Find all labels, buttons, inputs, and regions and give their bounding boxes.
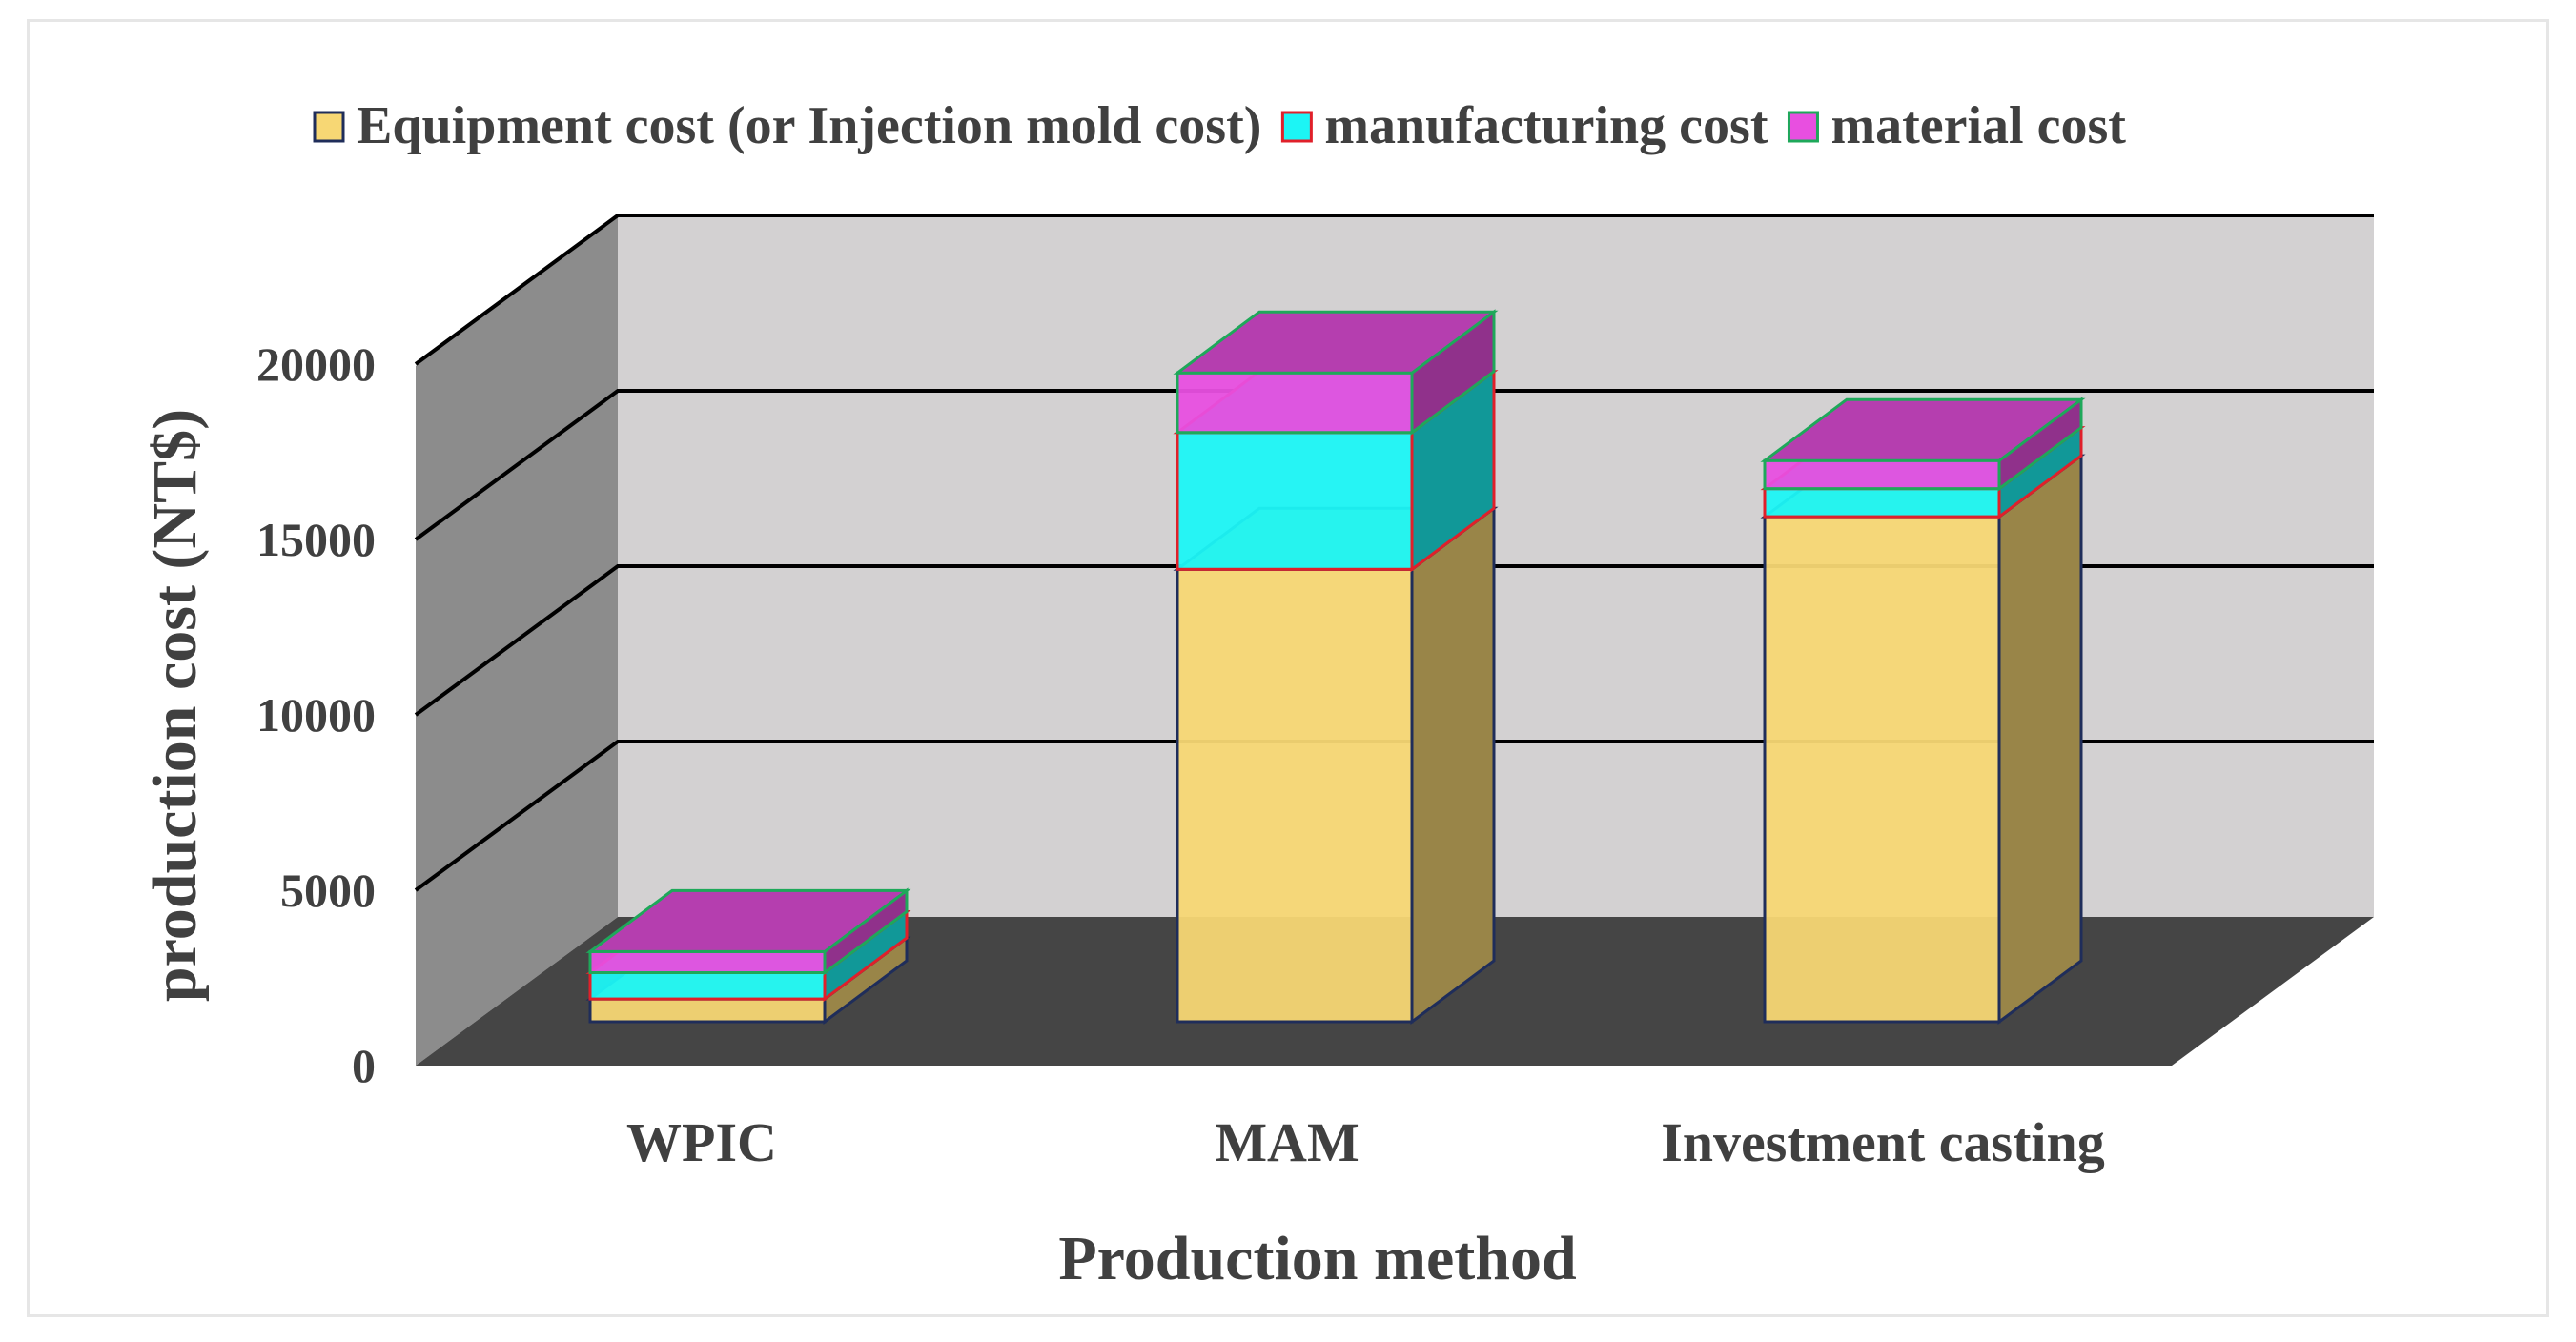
legend-swatch <box>1280 111 1313 143</box>
legend-item: manufacturing cost <box>1280 96 1768 155</box>
bar-stack <box>1760 396 2086 1025</box>
bar-side <box>1410 505 1496 1025</box>
bar-segment <box>1173 505 1499 1025</box>
legend-label: material cost <box>1830 96 2126 155</box>
bar-front <box>1763 458 2001 491</box>
y-tick-label: 0 <box>352 1039 376 1092</box>
y-axis-title: production cost (NT$) <box>140 409 210 1002</box>
y-tick-labels: 0 5000 10000 15000 20000 <box>256 337 376 1092</box>
bar-front <box>1763 487 2001 518</box>
x-category-label: MAM <box>1215 1111 1359 1173</box>
x-category-labels: WPIC MAM Investment casting <box>626 1111 2105 1173</box>
legend-item: Equipment cost (or Injection mold cost) <box>313 96 1261 155</box>
bar-segment <box>1173 309 1499 436</box>
legend-swatch <box>1787 111 1819 143</box>
bar-front <box>1176 567 1414 1024</box>
y-tick-label: 15000 <box>256 513 376 566</box>
bars <box>585 309 2086 1025</box>
x-category-label: Investment casting <box>1661 1111 2105 1173</box>
bar-front <box>588 997 827 1024</box>
gridline <box>414 389 2374 541</box>
gridline <box>414 214 2374 366</box>
bar-top <box>1173 310 1499 375</box>
legend-item: material cost <box>1787 96 2126 155</box>
x-axis-title: Production method <box>1058 1224 1576 1293</box>
bar-front <box>1763 515 2001 1024</box>
x-category-label: WPIC <box>626 1111 777 1173</box>
y-tick-label: 5000 <box>280 864 376 917</box>
bar-front <box>1176 371 1414 435</box>
y-tick-label: 20000 <box>256 337 376 391</box>
legend-swatch <box>313 111 345 143</box>
legend: Equipment cost (or Injection mold cost) m… <box>313 96 2126 155</box>
bar-front <box>1176 431 1414 571</box>
y-tick-label: 10000 <box>256 688 376 742</box>
legend-label: manufacturing cost <box>1324 96 1768 155</box>
bar-front <box>588 970 827 1001</box>
bar-top <box>585 888 911 953</box>
bar-front <box>588 949 827 974</box>
bar-stack <box>585 887 911 1025</box>
bar-top <box>1760 397 2086 462</box>
bar-segment <box>1760 453 2086 1025</box>
legend-label: Equipment cost (or Injection mold cost) <box>357 96 1261 155</box>
bar-segment <box>585 887 911 976</box>
bar-side <box>1997 453 2083 1025</box>
bar-segment <box>1760 396 2086 492</box>
bar-stack <box>1173 309 1499 1025</box>
